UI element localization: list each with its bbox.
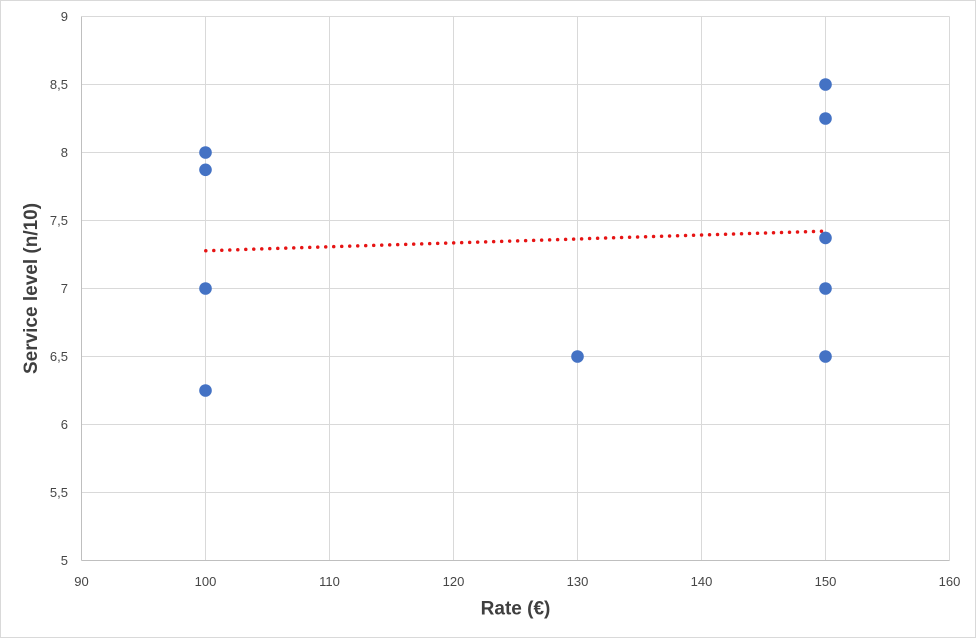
- svg-text:Rate (€): Rate (€): [481, 599, 551, 620]
- svg-text:7: 7: [61, 281, 68, 296]
- svg-text:6: 6: [61, 417, 68, 432]
- svg-text:5,5: 5,5: [50, 485, 68, 500]
- svg-text:100: 100: [195, 574, 217, 589]
- svg-text:7,5: 7,5: [50, 213, 68, 228]
- svg-text:140: 140: [691, 574, 713, 589]
- svg-text:9: 9: [61, 9, 68, 24]
- svg-text:8: 8: [61, 145, 68, 160]
- svg-text:130: 130: [567, 574, 589, 589]
- svg-text:Service level (n/10): Service level (n/10): [21, 203, 42, 374]
- svg-text:110: 110: [319, 574, 340, 589]
- svg-text:160: 160: [939, 574, 961, 589]
- svg-text:150: 150: [815, 574, 837, 589]
- svg-text:6,5: 6,5: [50, 349, 68, 364]
- svg-text:120: 120: [443, 574, 465, 589]
- svg-text:5: 5: [61, 553, 68, 568]
- svg-text:90: 90: [74, 574, 88, 589]
- svg-text:8,5: 8,5: [50, 77, 68, 92]
